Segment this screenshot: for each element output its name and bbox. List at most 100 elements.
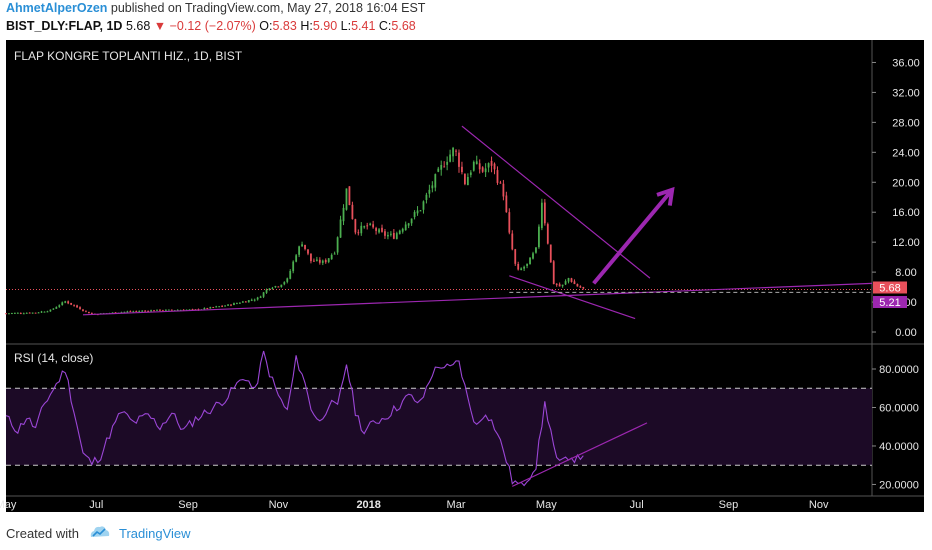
time-axis-label: May [0, 499, 17, 511]
candle-body [413, 212, 416, 218]
candle-body [387, 234, 389, 237]
candle-body [52, 308, 55, 310]
candle-body [262, 292, 265, 297]
tradingview-link[interactable]: TradingView [118, 526, 191, 541]
candle-body [428, 189, 431, 194]
candle-body [43, 311, 46, 313]
candle-body [440, 165, 443, 170]
candle-body [191, 309, 194, 311]
candle-body [395, 233, 398, 239]
candle-body [532, 253, 534, 259]
candle-body [268, 288, 271, 290]
candle-body [138, 311, 141, 313]
candle-body [70, 302, 73, 305]
candle-body [233, 303, 235, 306]
price-tick-label: 8.00 [895, 267, 916, 279]
candle-body [582, 287, 585, 289]
candle-body [241, 301, 244, 303]
candle-body [295, 255, 298, 262]
candle-body [129, 311, 132, 313]
candle-body [218, 306, 221, 308]
candle-body [40, 311, 43, 313]
rsi-tick-label: 60.0000 [879, 402, 919, 414]
candle-body [401, 228, 404, 232]
candle-body [227, 304, 229, 306]
candle-body [422, 201, 425, 210]
candle-body [475, 161, 478, 165]
candle-body [546, 224, 549, 244]
candle-body [253, 299, 256, 301]
candle-body [126, 311, 129, 313]
candle-body [392, 232, 395, 239]
candle-body [579, 286, 582, 288]
close-label: C: [378, 19, 392, 33]
candle-body [224, 305, 226, 307]
candle-body [511, 233, 514, 250]
author-link[interactable]: AhmetAlperOzen [6, 1, 108, 15]
candle-body [416, 210, 419, 214]
candle-body [345, 188, 348, 210]
rsi-band-fill [6, 388, 872, 466]
time-axis-label: Mar [447, 499, 466, 511]
candle-body [318, 259, 321, 263]
candle-body [111, 312, 114, 314]
candle-body [469, 172, 472, 175]
candle-body [425, 194, 428, 200]
candle-body [289, 270, 292, 279]
candle-body [135, 311, 138, 313]
candle-body [123, 311, 126, 313]
candle-body [327, 258, 330, 262]
candle-body [73, 304, 75, 306]
candle-body [535, 247, 537, 253]
candle-body [529, 257, 531, 265]
candle-body [493, 163, 496, 170]
candle-body [549, 244, 552, 263]
candle-body [64, 301, 67, 303]
publish-header: AhmetAlperOzen published on TradingView.… [6, 1, 425, 15]
candle-body [342, 207, 345, 222]
candle-body [304, 244, 306, 249]
forecast-arrow-shaft [592, 188, 674, 285]
candle-body [120, 312, 123, 314]
candle-body [499, 182, 502, 184]
time-axis-label: Nov [809, 499, 829, 511]
candle-body [520, 268, 523, 270]
candle-body [153, 310, 155, 312]
low-label: L: [340, 19, 352, 33]
candle-body [449, 154, 452, 162]
candle-body [339, 219, 342, 238]
candle-body [247, 300, 250, 303]
candle-body [543, 202, 546, 224]
candle-body [301, 244, 303, 247]
candle-body [315, 259, 318, 261]
candle-body [330, 254, 333, 260]
price-tick-label: 16.00 [892, 207, 920, 219]
candle-body [363, 226, 366, 228]
candle-body [82, 309, 84, 311]
candle-body [90, 313, 93, 315]
candle-body [85, 310, 87, 312]
candle-body [434, 174, 437, 188]
candle-body [552, 261, 555, 285]
price-label-box [873, 281, 907, 294]
candles-group [5, 146, 585, 316]
low-value: 5.41 [351, 19, 376, 33]
trendline-0 [82, 282, 873, 316]
tradingview-logo-icon [89, 525, 111, 542]
candle-body [517, 264, 520, 270]
candle-body [490, 160, 493, 166]
candle-body [37, 312, 40, 314]
candle-body [34, 312, 37, 314]
rsi-tick-label: 20.0000 [879, 479, 919, 491]
rsi-pane-title: RSI (14, close) [14, 351, 93, 365]
candle-body [558, 284, 561, 287]
candle-body [461, 166, 463, 173]
candle-body [277, 286, 280, 288]
candle-body [22, 313, 25, 315]
candle-body [458, 152, 460, 167]
price-tick-label: 36.00 [892, 57, 920, 69]
time-axis-label: 2018 [356, 499, 380, 511]
chart-canvas[interactable]: FLAP KONGRE TOPLANTI HIZ., 1D, BIST RSI (… [0, 38, 932, 518]
candle-body [398, 230, 401, 234]
candle-body [188, 309, 191, 311]
